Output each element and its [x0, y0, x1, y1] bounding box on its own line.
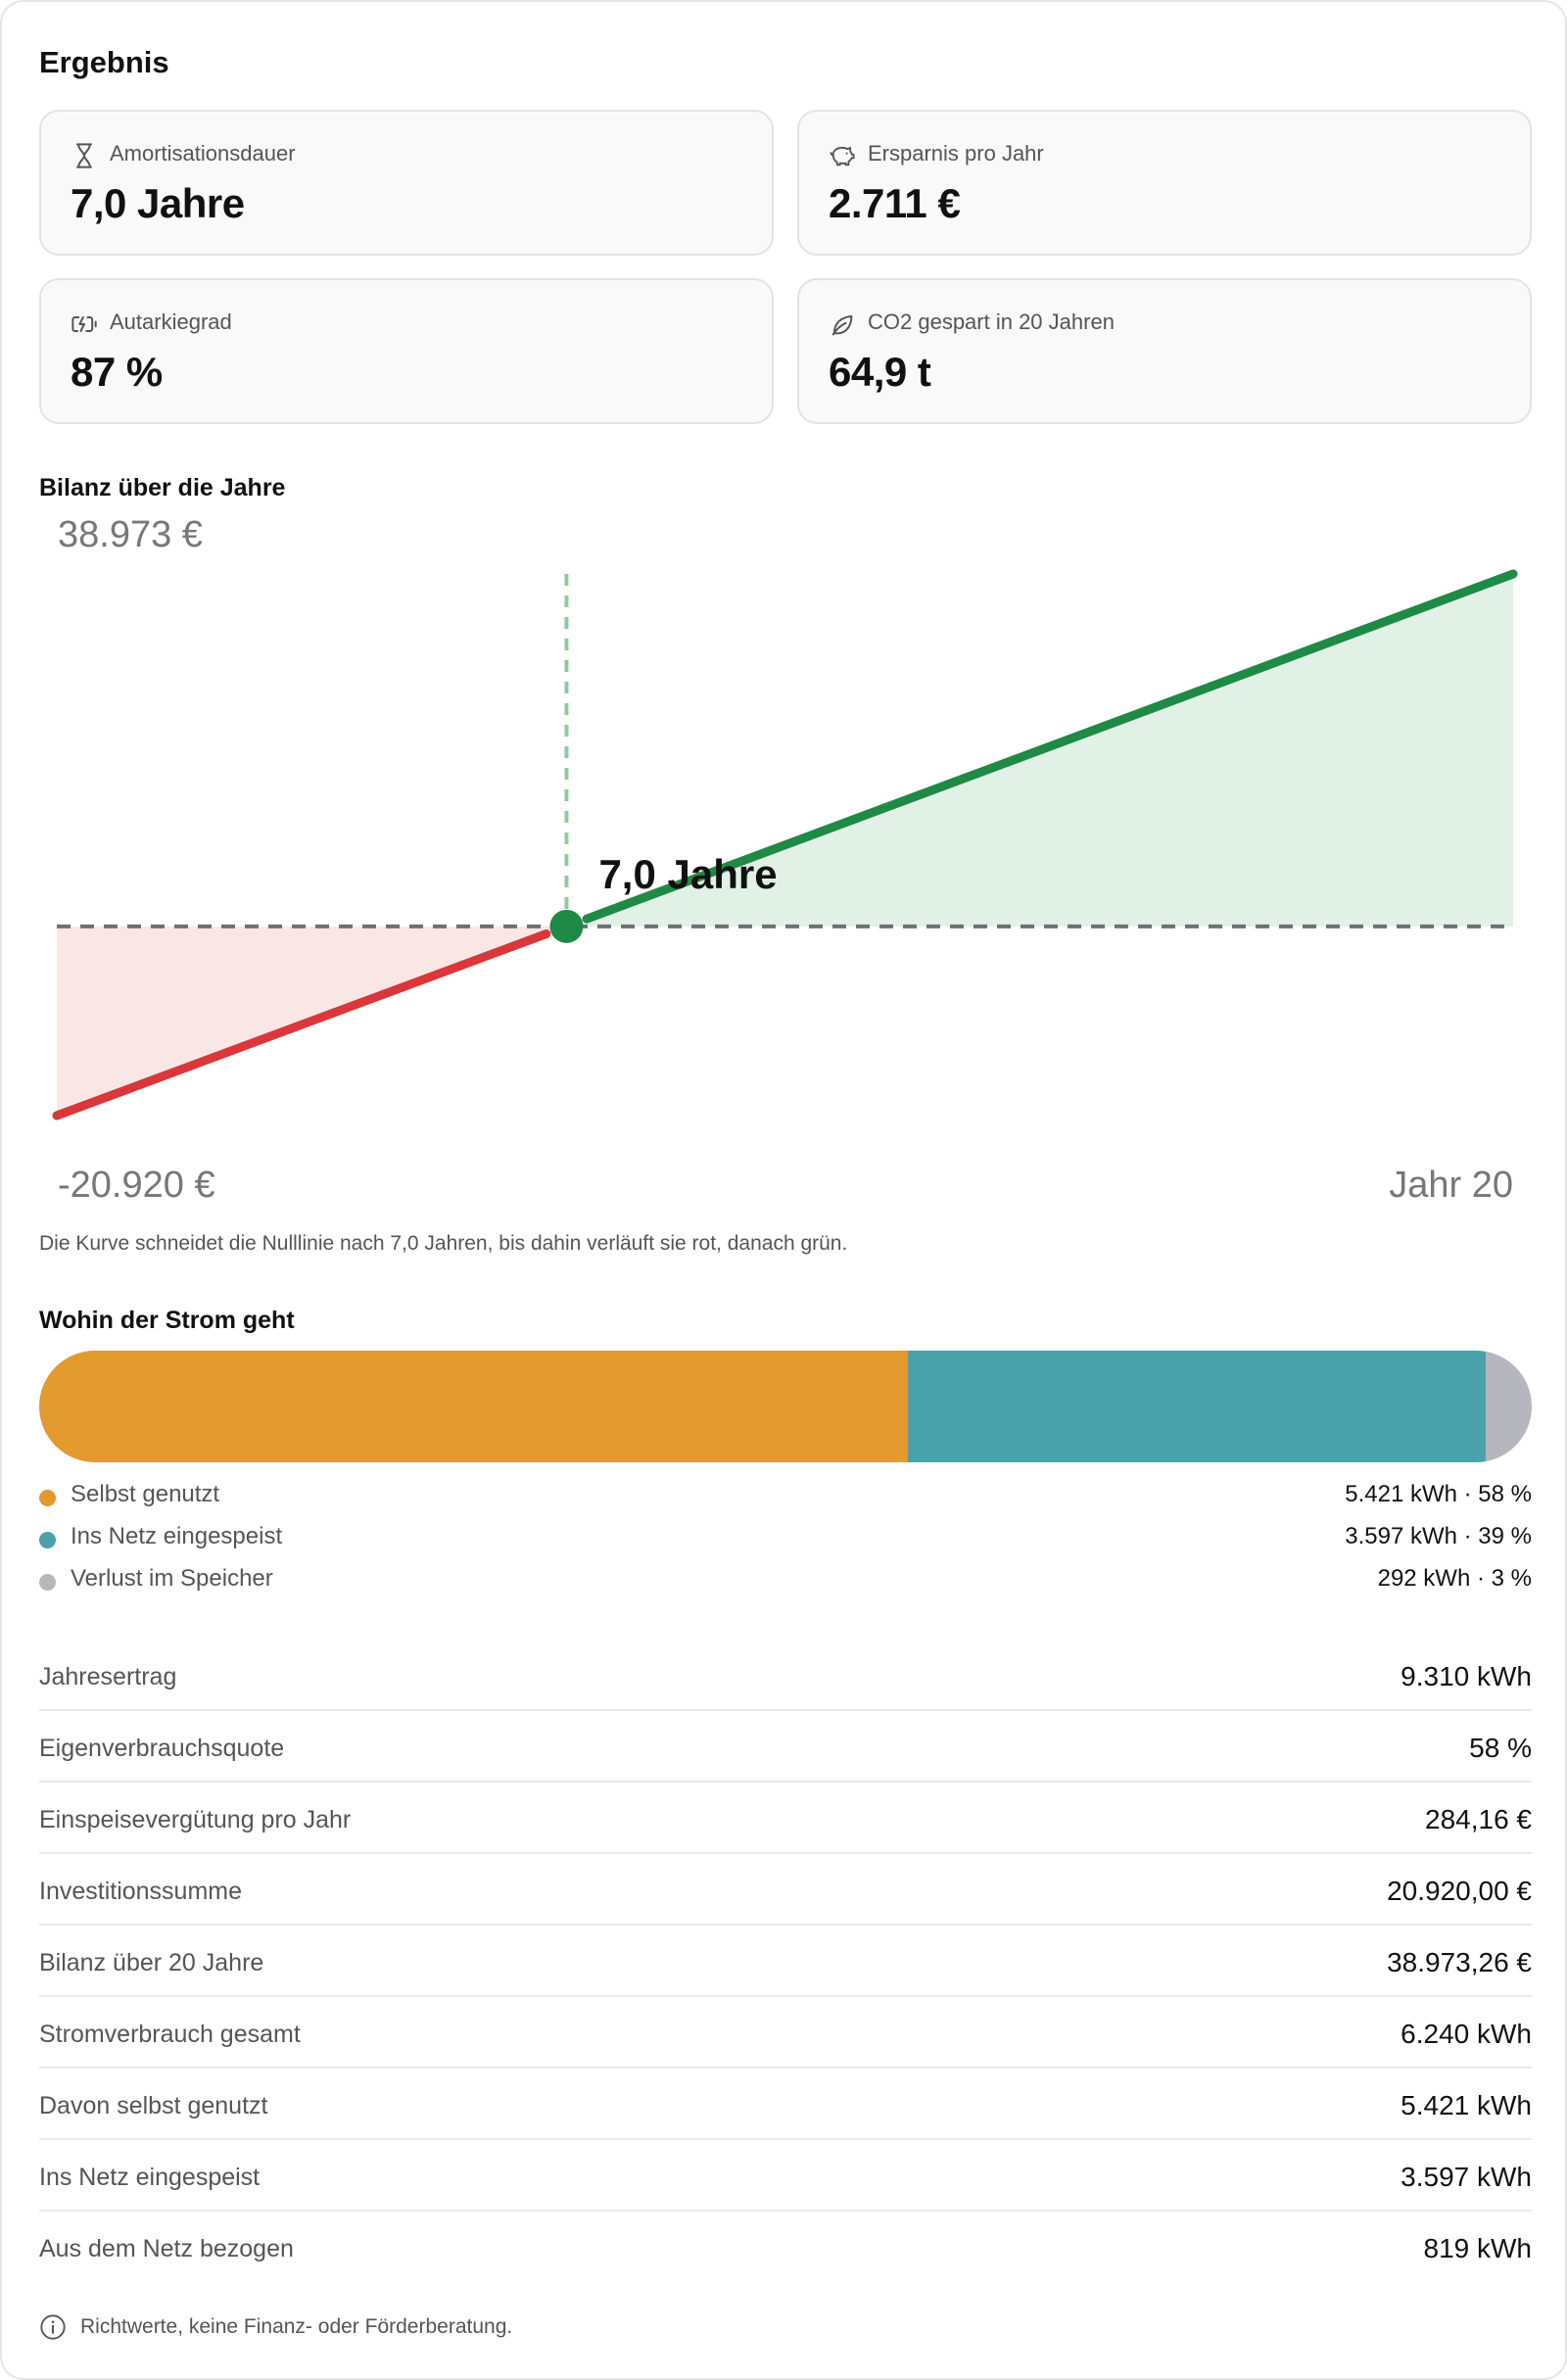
piggy-bank-icon [830, 146, 855, 167]
chart-min-label: -20.920 € [58, 1165, 215, 1206]
legend-label: Verlust im Speicher [71, 1565, 273, 1592]
legend-label: Ins Netz eingespeist [71, 1523, 283, 1549]
legend-item-self-use: Selbst genutzt 5.421 kWh · 58 % [39, 1481, 1532, 1512]
chart-x-end-label: Jahr 20 [1389, 1165, 1513, 1206]
page-title: Ergebnis [39, 45, 169, 79]
leaf-icon [831, 314, 853, 336]
legend-label: Selbst genutzt [71, 1481, 220, 1507]
detail-value: 819 kWh [1423, 2233, 1533, 2263]
detail-label: Stromverbrauch gesamt [39, 2021, 301, 2048]
battery-charging-icon [71, 316, 97, 332]
detail-label: Davon selbst genutzt [39, 2092, 268, 2119]
legend-value: 292 kWh · 3 % [1377, 1565, 1532, 1592]
detail-row-feed-in-tariff: Einspeisevergütung pro Jahr 284,16 € [39, 1783, 1532, 1854]
card-autarky: Autarkiegrad 87 % [39, 278, 774, 424]
legend-dot [39, 1574, 56, 1591]
card-savings: Ersparnis pro Jahr 2.711 € [797, 110, 1532, 256]
detail-value: 38.973,26 € [1387, 1947, 1532, 1977]
detail-label: Aus dem Netz bezogen [39, 2235, 294, 2262]
detail-label: Eigenverbrauchsquote [39, 1735, 285, 1762]
detail-label: Einspeisevergütung pro Jahr [39, 1806, 352, 1833]
legend-dot [39, 1532, 56, 1548]
positive-balance-line [582, 569, 1518, 924]
chart-title: Bilanz über die Jahre [39, 474, 286, 501]
card-value: 87 % [71, 349, 163, 395]
detail-row-self-consumption-rate: Eigenverbrauchsquote 58 % [39, 1711, 1532, 1783]
card-value: 7,0 Jahre [71, 180, 245, 226]
card-amortization: Amortisationsdauer 7,0 Jahre [39, 110, 774, 256]
chart-caption: Die Kurve schneidet die Nulllinie nach 7… [39, 1232, 848, 1255]
detail-row-investment: Investitionssumme 20.920,00 € [39, 1854, 1532, 1926]
detail-value: 9.310 kWh [1401, 1661, 1532, 1691]
detail-row-annual-yield: Jahresertrag 9.310 kWh [39, 1640, 1532, 1711]
bar-segment-grid-feed [907, 1351, 1486, 1462]
card-value: 64,9 t [829, 349, 931, 395]
footnote-text: Richtwerte, keine Finanz- oder Förderber… [80, 2315, 513, 2338]
card-label: Ersparnis pro Jahr [868, 141, 1044, 166]
detail-row-total-consumption: Stromverbrauch gesamt 6.240 kWh [39, 1997, 1532, 2069]
legend-dot [39, 1490, 56, 1506]
bar-segment-storage-loss [1485, 1351, 1532, 1462]
card-co2: CO2 gespart in 20 Jahren 64,9 t [797, 278, 1532, 424]
detail-value: 20.920,00 € [1387, 1876, 1532, 1906]
flow-title: Wohin der Strom geht [39, 1307, 295, 1334]
hourglass-icon [76, 143, 92, 168]
card-label: CO2 gespart in 20 Jahren [868, 309, 1115, 334]
info-icon [40, 2314, 66, 2340]
detail-value: 58 % [1469, 1733, 1532, 1763]
breakeven-label: 7,0 Jahre [598, 851, 777, 897]
negative-balance-line [52, 928, 551, 1120]
legend-value: 5.421 kWh · 58 % [1345, 1481, 1532, 1507]
legend-value: 3.597 kWh · 39 % [1345, 1523, 1532, 1549]
energy-flow-bar [39, 1351, 1532, 1462]
balance-chart: 38.973 € -20.920 € Jahr 20 7,0 Jahre [39, 511, 1532, 1216]
detail-row-fed-to-grid: Ins Netz eingespeist 3.597 kWh [39, 2140, 1532, 2212]
detail-label: Investitionssumme [39, 1878, 243, 1905]
detail-label: Jahresertrag [39, 1663, 177, 1690]
detail-row-balance-20-years: Bilanz über 20 Jahre 38.973,26 € [39, 1926, 1532, 1997]
detail-label: Ins Netz eingespeist [39, 2164, 261, 2191]
detail-value: 3.597 kWh [1401, 2162, 1532, 2192]
card-label: Amortisationsdauer [110, 141, 296, 166]
bar-segment-self-use [39, 1351, 908, 1462]
breakeven-point [549, 909, 584, 943]
legend-item-storage-loss: Verlust im Speicher 292 kWh · 3 % [39, 1565, 1532, 1596]
detail-value: 6.240 kWh [1401, 2019, 1532, 2049]
detail-row-self-used: Davon selbst genutzt 5.421 kWh [39, 2069, 1532, 2140]
card-label: Autarkiegrad [110, 309, 232, 334]
detail-value: 284,16 € [1425, 1804, 1532, 1834]
chart-max-label: 38.973 € [58, 514, 203, 555]
card-value: 2.711 € [829, 180, 961, 226]
detail-value: 5.421 kWh [1401, 2090, 1532, 2120]
detail-label: Bilanz über 20 Jahre [39, 1949, 264, 1976]
detail-row-grid-import: Aus dem Netz bezogen 819 kWh [39, 2212, 1532, 2283]
balance-chart-svg: 38.973 € -20.920 € Jahr 20 7,0 Jahre [52, 514, 1518, 1206]
legend-item-grid-feed: Ins Netz eingespeist 3.597 kWh · 39 % [39, 1523, 1532, 1554]
